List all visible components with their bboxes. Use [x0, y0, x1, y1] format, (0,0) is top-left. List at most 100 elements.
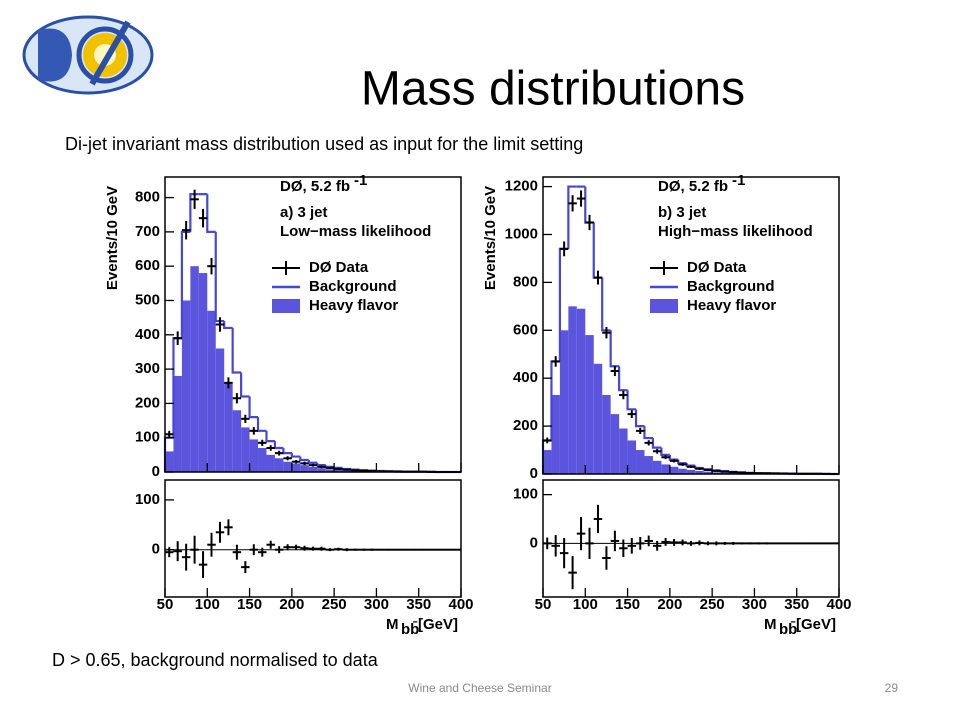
y-axis-label: Events/10 GeV: [482, 186, 499, 290]
data-point: [190, 190, 198, 209]
background-step: [224, 321, 232, 328]
heavy-flavor-bar: [258, 448, 266, 472]
y-tick-label: 200: [513, 417, 538, 434]
background-step: [678, 460, 686, 464]
heavy-flavor-bar: [585, 335, 593, 474]
data-point: [300, 462, 308, 465]
page-number: 29: [885, 681, 899, 695]
data-point: [611, 366, 619, 376]
background-step: [317, 463, 325, 465]
y-tick-label: 600: [513, 321, 538, 338]
annotation-sup: -1: [354, 172, 367, 189]
residual-point: [199, 551, 207, 578]
panel-subtitle: Low−mass likelihood: [280, 223, 431, 240]
residual-point: [653, 541, 661, 551]
y-tick-label: 0: [530, 465, 538, 482]
data-point: [309, 464, 317, 467]
panel-label: b) 3 jet: [658, 204, 706, 221]
data-point: [326, 467, 334, 469]
heavy-flavor-bar: [283, 462, 291, 472]
background-step: [636, 409, 644, 426]
residual-point: [216, 522, 224, 543]
residual-point: [568, 556, 576, 589]
heavy-flavor-bar: [292, 463, 300, 472]
y-tick-label: 200: [135, 394, 160, 411]
residual-point: [258, 548, 266, 557]
slide-subtitle: Di-jet invariant mass distribution used …: [65, 134, 583, 154]
residual-point: [182, 544, 190, 571]
data-point: [199, 209, 207, 228]
residual-point: [594, 505, 602, 533]
residual-point: [661, 538, 669, 546]
x-tick-label: 150: [237, 596, 262, 613]
heavy-flavor-bar: [670, 467, 678, 474]
heavy-flavor-bar: [594, 364, 602, 474]
heavy-flavor-bar: [653, 461, 661, 474]
data-point: [738, 472, 746, 473]
residual-point: [644, 536, 652, 547]
x-tick-label: 400: [448, 596, 473, 613]
data-point: [594, 271, 602, 285]
residual-point: [670, 539, 678, 546]
heavy-flavor-bar: [199, 273, 207, 472]
heavy-flavor-bar: [165, 451, 173, 472]
y-tick-label: 0: [152, 463, 160, 480]
heavy-flavor-bar: [173, 376, 181, 472]
data-point: [560, 241, 568, 256]
heavy-flavor-bar: [275, 458, 283, 472]
data-point: [241, 415, 249, 423]
panel-subtitle: High−mass likelihood: [658, 223, 813, 240]
data-point: [551, 356, 559, 367]
x-tick-label: 200: [657, 596, 682, 613]
data-point: [577, 190, 585, 206]
residual-point: [560, 538, 568, 568]
annotation: DØ, 5.2 fb: [280, 178, 350, 195]
data-point: [351, 470, 359, 471]
heavy-flavor-bar: [628, 440, 636, 474]
background-step: [309, 460, 317, 463]
background-step: [250, 397, 258, 418]
heavy-flavor-bar: [678, 469, 686, 474]
background-step: [258, 417, 266, 431]
data-point: [695, 468, 703, 470]
background-step: [266, 431, 274, 441]
data-point: [292, 460, 300, 463]
background-step: [661, 448, 669, 455]
heavy-flavor-bar: [661, 464, 669, 474]
legend-label: DØ Data: [687, 259, 747, 276]
data-point: [644, 440, 652, 445]
background-step: [670, 455, 678, 460]
background-step: [292, 453, 300, 456]
data-point: [283, 456, 291, 460]
data-point: [216, 317, 224, 331]
data-point: [343, 469, 351, 471]
residual-point: [602, 546, 610, 569]
y-tick-label: 100: [135, 429, 160, 446]
y-axis-label: Events/10 GeV: [104, 186, 121, 290]
legend-label: Background: [687, 278, 775, 295]
slide-title: Mass distributions: [361, 63, 745, 116]
x-tick-label: 350: [784, 596, 809, 613]
x-tick-label: 50: [535, 596, 552, 613]
heavy-flavor-bar: [266, 455, 274, 472]
background-step: [594, 223, 602, 278]
y-tick-label: 600: [135, 257, 160, 274]
background-step: [644, 426, 652, 438]
heavy-flavor-bar: [619, 428, 627, 474]
data-point: [619, 391, 627, 400]
legend-label: Heavy flavor: [309, 297, 398, 314]
data-point: [266, 445, 274, 450]
data-point: [317, 465, 325, 468]
data-point: [628, 410, 636, 418]
residual-point: [207, 533, 215, 557]
heavy-flavor-bar: [216, 349, 224, 472]
residual-point: [551, 535, 559, 556]
data-point: [721, 471, 729, 472]
x-tick-label: 400: [826, 596, 851, 613]
residual-point: [233, 545, 241, 560]
data-point: [568, 195, 576, 211]
heavy-flavor-bar: [602, 395, 610, 474]
residual-y-tick-label: 100: [135, 491, 160, 508]
heavy-flavor-bar: [309, 467, 317, 472]
residual-point: [611, 531, 619, 551]
